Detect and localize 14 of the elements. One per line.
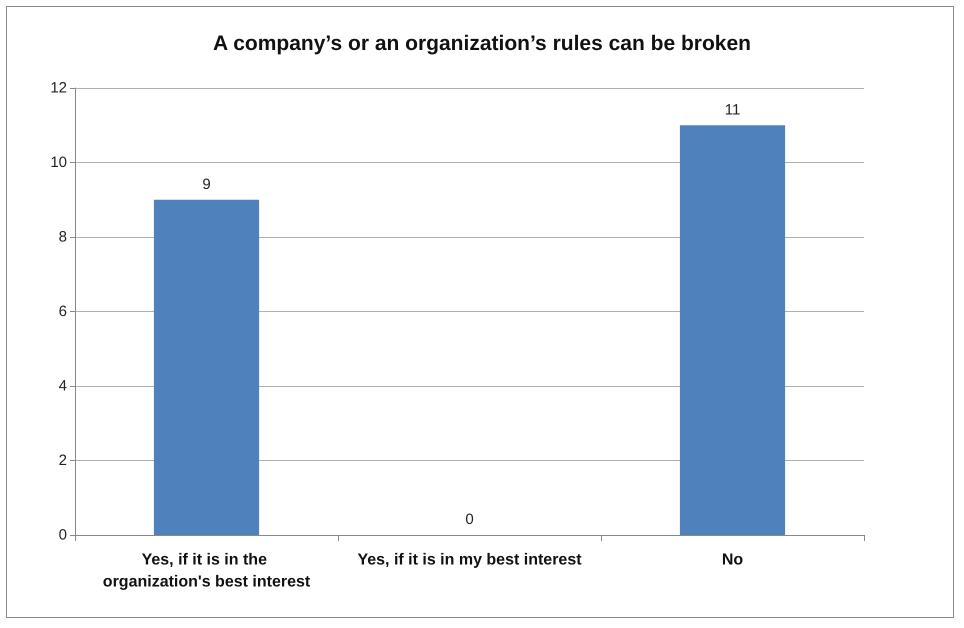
- x-tick-label: No: [722, 552, 744, 568]
- y-tick-label: 6: [58, 303, 67, 320]
- y-tick-label: 2: [58, 452, 67, 469]
- x-tick-label: Yes, if it is in my best interest: [357, 552, 582, 568]
- y-tick-label: 0: [58, 526, 67, 544]
- x-tick-label: Yes, if it is in the organization's best interest: [102, 552, 311, 590]
- chart-title: A company’s or an organization’s rules can be broken: [213, 32, 751, 55]
- y-tick-label: 10: [50, 154, 67, 171]
- data-label: 9: [202, 176, 211, 193]
- y-tick-label: 12: [50, 80, 67, 96]
- y-tick-label: 4: [58, 378, 67, 394]
- data-label: 0: [465, 511, 474, 528]
- data-label: 11: [724, 101, 740, 118]
- y-tick-label: 8: [58, 228, 67, 246]
